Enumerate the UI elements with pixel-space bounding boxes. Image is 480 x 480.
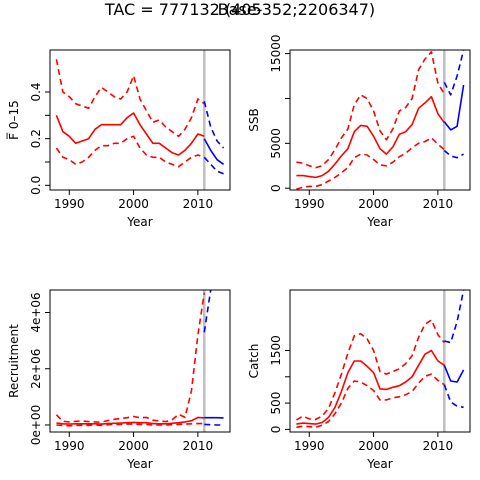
recruitment-y-tick-label: 0e+00 bbox=[29, 405, 43, 445]
panel-f-bar: 1990 2000 2010 0.0 0.2 0.4 Year F̅ 0–15 bbox=[6, 49, 231, 229]
ssb-x-tick-label: 2000 bbox=[358, 197, 389, 211]
ssb-y-tick-label: 0 bbox=[269, 184, 283, 192]
f-bar-series-5-bound-line bbox=[203, 156, 224, 175]
f-bar-y-axis-label: F̅ 0–15 bbox=[6, 100, 21, 140]
f-bar-x-tick-label: 1990 bbox=[54, 197, 85, 211]
ssb-plot-frame bbox=[289, 49, 471, 191]
recruitment-plot-frame bbox=[49, 289, 231, 433]
ssb-x-tick-label: 1990 bbox=[294, 197, 325, 211]
ssb-series-1-bound-line bbox=[296, 50, 445, 169]
ssb-series-3-median-line bbox=[443, 84, 465, 131]
catch-y-tick-label: 1500 bbox=[269, 335, 283, 366]
f-bar-x-tick-label: 2000 bbox=[118, 197, 149, 211]
f-bar-x-axis-label: Year bbox=[126, 215, 152, 229]
recruitment-x-tick-label: 1990 bbox=[54, 439, 85, 453]
recruitment-series-1-bound-line bbox=[55, 292, 206, 424]
catch-series-3-median-line bbox=[443, 364, 465, 383]
f-bar-series-4-bound-line bbox=[203, 101, 225, 149]
catch-x-tick-label: 2000 bbox=[358, 439, 389, 453]
recruitment-x-axis-label: Year bbox=[126, 457, 152, 471]
ssb-x-tick-label: 2010 bbox=[423, 197, 454, 211]
ssb-series-5-bound-line bbox=[443, 149, 464, 159]
recruitment-y-axis-label: Recruitment bbox=[7, 324, 21, 398]
panel-ssb: 1990 2000 2010 0 5000 15000 Year SSB bbox=[247, 34, 471, 229]
catch-y-tick-label: 500 bbox=[269, 392, 283, 415]
f-bar-series-0-median-line bbox=[55, 112, 205, 156]
f-bar-y-tick-label: 0.2 bbox=[29, 129, 43, 148]
figure-subtitle: TAC = 777132 (405352;2206347) bbox=[104, 0, 376, 19]
ssb-y-tick-label: 5000 bbox=[269, 128, 283, 159]
catch-x-axis-label: Year bbox=[366, 457, 392, 471]
recruitment-series-2-bound-line bbox=[56, 422, 205, 427]
ssb-y-axis-label: SSB bbox=[247, 108, 261, 131]
catch-series-2-bound-line bbox=[296, 373, 445, 429]
catch-plot-frame bbox=[289, 289, 471, 433]
f-bar-series-2-bound-line bbox=[55, 135, 205, 168]
panel-recruitment: 1990 2000 2010 0e+00 2e+06 4e+06 Year Recruitme… bbox=[7, 289, 231, 471]
ssb-series-4-bound-line bbox=[443, 50, 465, 96]
ssb-series-2-bound-line bbox=[296, 137, 445, 190]
recruitment-x-tick-label: 2000 bbox=[118, 439, 149, 453]
panel-catch: 1990 2000 2010 0 500 1500 Year Catch bbox=[247, 289, 471, 471]
f-bar-x-tick-label: 2010 bbox=[183, 197, 214, 211]
catch-y-tick-label: 0 bbox=[269, 426, 283, 434]
f-bar-y-tick-label: 0.0 bbox=[29, 176, 43, 195]
catch-series-0-median-line bbox=[296, 349, 445, 425]
catch-series-5-bound-line bbox=[443, 384, 464, 409]
recruitment-x-tick-label: 2010 bbox=[183, 439, 214, 453]
recruitment-y-tick-label: 4e+06 bbox=[29, 292, 43, 332]
catch-x-tick-label: 1990 bbox=[294, 439, 325, 453]
ssb-series-0-median-line bbox=[296, 95, 445, 179]
recruitment-series-5-bound-line bbox=[204, 423, 224, 426]
f-bar-plot-frame bbox=[49, 49, 231, 191]
ssb-x-axis-label: Year bbox=[366, 215, 392, 229]
figure-title: Base- bbox=[217, 0, 263, 19]
catch-series-4-bound-line bbox=[444, 290, 465, 344]
recruitment-y-tick-label: 2e+06 bbox=[29, 349, 43, 389]
ssb-y-tick-label: 15000 bbox=[269, 34, 283, 72]
catch-y-axis-label: Catch bbox=[247, 344, 261, 379]
f-bar-y-tick-label: 0.4 bbox=[29, 82, 43, 101]
f-bar-series-1-bound-line bbox=[55, 59, 205, 138]
recruitment-series-4-bound-line bbox=[203, 290, 212, 333]
catch-x-tick-label: 2010 bbox=[423, 439, 454, 453]
recruitment-series-0-median-line bbox=[56, 416, 205, 425]
f-bar-series-3-median-line bbox=[203, 138, 225, 165]
